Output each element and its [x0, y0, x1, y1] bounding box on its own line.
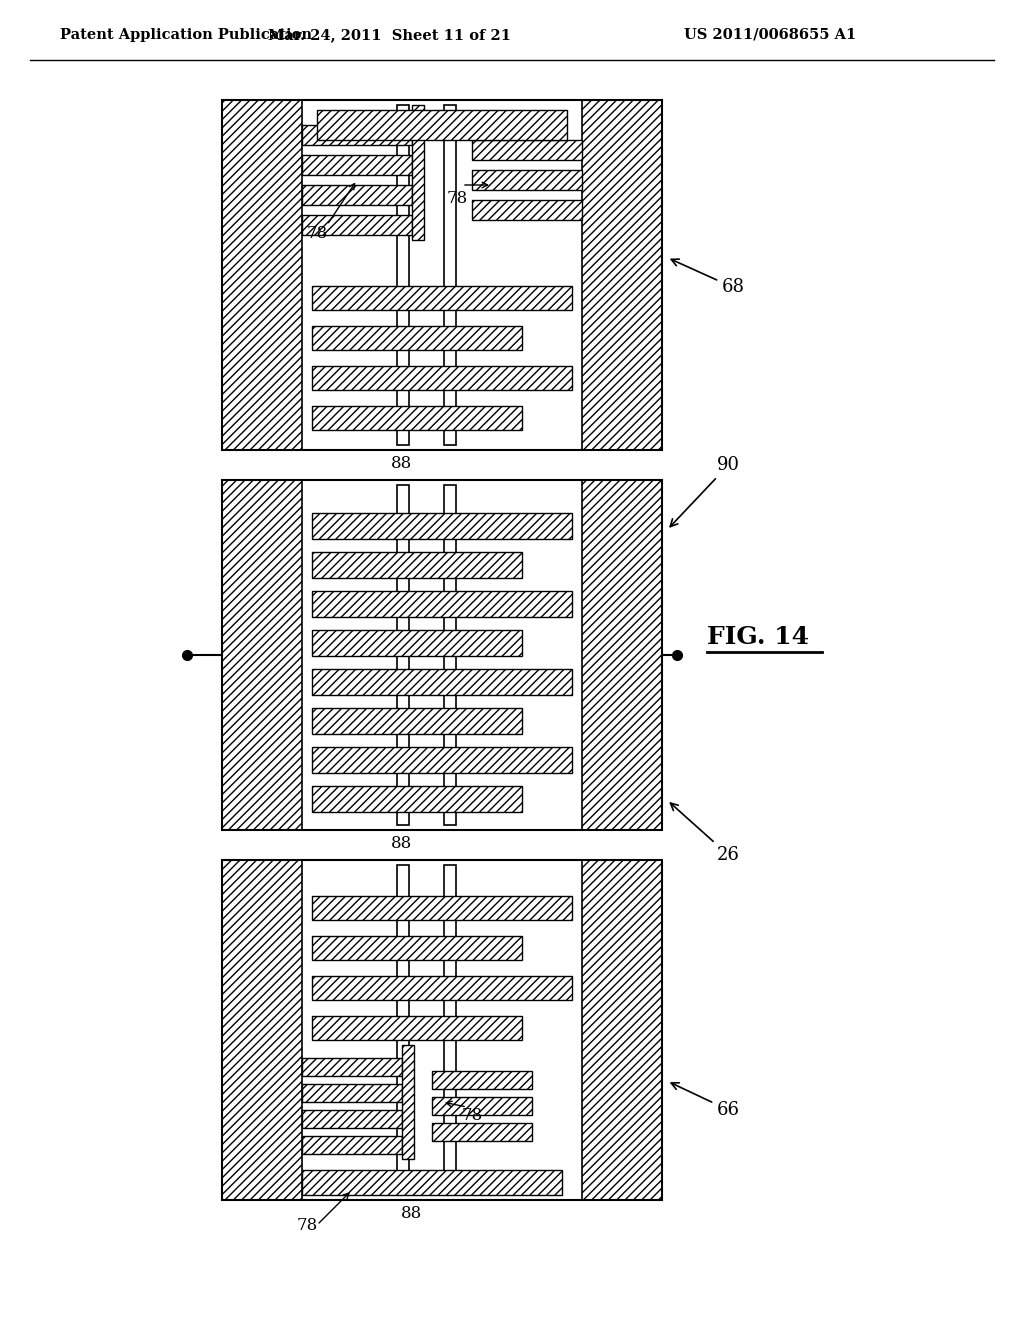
Text: 88: 88 [391, 455, 413, 473]
Text: FIG. 14: FIG. 14 [707, 626, 809, 649]
Text: 90: 90 [670, 455, 740, 527]
Bar [432, 1097, 532, 1115]
Bar [312, 747, 572, 774]
Bar [222, 100, 662, 450]
Bar [312, 630, 522, 656]
Bar [432, 1071, 532, 1089]
Bar [312, 591, 572, 616]
Bar [222, 480, 662, 830]
Bar [582, 480, 662, 830]
Text: 78: 78 [447, 190, 468, 207]
Bar [312, 552, 522, 578]
Bar [302, 215, 412, 235]
Text: 68: 68 [671, 259, 745, 297]
Bar [222, 480, 302, 830]
Bar [302, 1059, 402, 1076]
Bar [312, 366, 572, 389]
Bar [317, 110, 567, 140]
Text: 78: 78 [462, 1107, 483, 1125]
Bar [472, 170, 582, 190]
Bar [397, 865, 409, 1195]
Bar [312, 1016, 522, 1040]
Bar [222, 100, 302, 450]
Bar [312, 896, 572, 920]
Bar [302, 185, 412, 205]
Bar [582, 100, 662, 450]
Bar [312, 286, 572, 310]
Bar [312, 407, 522, 430]
Bar [222, 861, 662, 1200]
Bar [472, 140, 582, 160]
Text: Mar. 24, 2011  Sheet 11 of 21: Mar. 24, 2011 Sheet 11 of 21 [268, 28, 512, 42]
Text: Patent Application Publication: Patent Application Publication [60, 28, 312, 42]
Bar [302, 1137, 402, 1154]
Bar [302, 1110, 402, 1129]
Bar [397, 484, 409, 825]
Bar [302, 125, 412, 145]
Text: 88: 88 [391, 836, 413, 851]
Text: 78: 78 [296, 1217, 317, 1234]
Bar [302, 1084, 402, 1102]
Bar [312, 975, 572, 1001]
Text: 66: 66 [671, 1082, 740, 1119]
Text: 78: 78 [307, 224, 329, 242]
Text: 26: 26 [671, 803, 740, 865]
Bar [312, 669, 572, 696]
Bar [302, 1170, 562, 1195]
Text: 88: 88 [401, 1205, 423, 1222]
Bar [402, 1045, 414, 1159]
Bar [222, 861, 302, 1200]
Bar [444, 106, 456, 445]
Bar [312, 326, 522, 350]
Bar [582, 861, 662, 1200]
Bar [432, 1123, 532, 1140]
Text: US 2011/0068655 A1: US 2011/0068655 A1 [684, 28, 856, 42]
Bar [312, 708, 522, 734]
Bar [312, 936, 522, 960]
Bar [412, 106, 424, 240]
Bar [312, 513, 572, 539]
Bar [302, 154, 412, 176]
Bar [397, 106, 409, 445]
Bar [444, 865, 456, 1195]
Bar [312, 785, 522, 812]
Bar [472, 201, 582, 220]
Bar [444, 484, 456, 825]
